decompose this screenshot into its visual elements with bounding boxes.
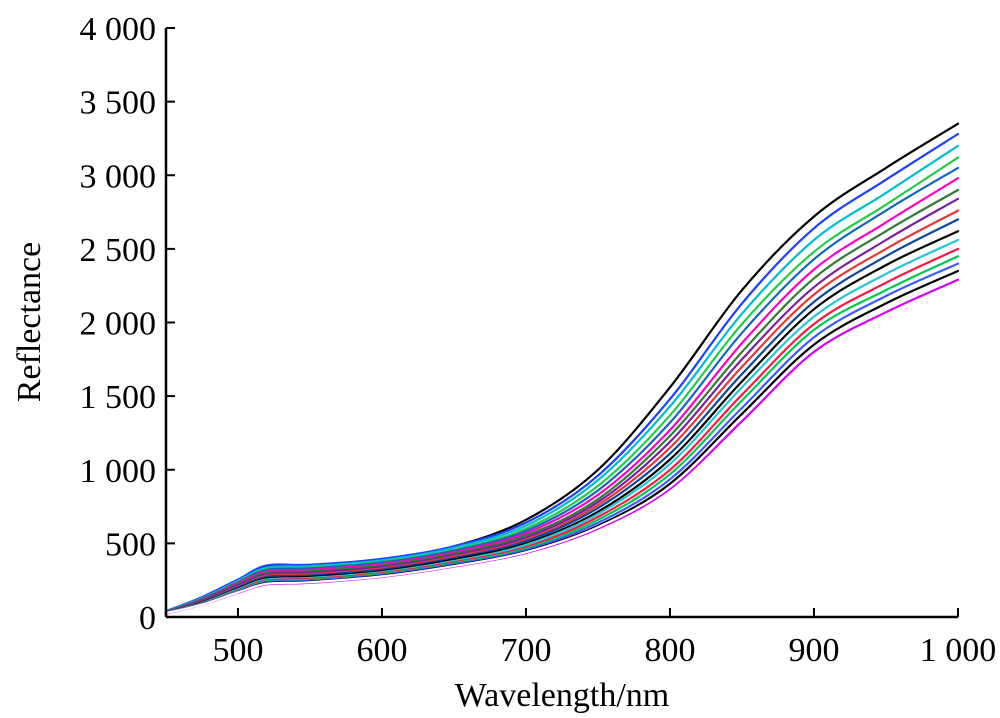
y-tick-label: 1 000: [80, 453, 157, 490]
series-line-4: [164, 156, 960, 613]
y-tick-label: 500: [105, 526, 156, 563]
x-tick-label: 600: [357, 632, 408, 669]
y-tick-label: 2 500: [80, 232, 157, 269]
y-tick-label: 1 500: [80, 379, 157, 416]
series-line-11: [164, 230, 960, 614]
series-line-9: [164, 209, 960, 614]
x-tick-label: 900: [789, 632, 840, 669]
y-tick-label: 4 000: [80, 11, 157, 48]
x-tick-label: 1 000: [920, 632, 997, 669]
x-tick-label: 800: [645, 632, 696, 669]
x-tick-label: 500: [213, 632, 264, 669]
x-tick-label: 700: [501, 632, 552, 669]
y-tick-label: 2 000: [80, 306, 157, 343]
series-line-6: [164, 177, 960, 614]
series-line-18: [164, 274, 960, 615]
series-line-13: [164, 247, 960, 615]
series-line-16: [164, 269, 960, 615]
x-axis-title: Wavelength/nm: [455, 677, 669, 714]
series-line-2: [164, 132, 960, 613]
x-axis-ticks: 500 600 700 800 900 1 000: [213, 608, 997, 669]
series-line-7: [164, 188, 960, 614]
series-layer: [164, 122, 960, 615]
y-axis-title: Reflectance: [11, 242, 48, 402]
series-line-17: [164, 278, 960, 615]
y-tick-label: 0: [139, 600, 156, 637]
series-line-15: [164, 262, 960, 615]
series-line-10: [164, 218, 960, 614]
series-line-14: [164, 255, 960, 615]
y-axis-ticks: 0 500 1 000 1 500 2 000 2 500 3 000 3 500 4 000: [80, 11, 175, 637]
y-tick-label: 3 000: [80, 158, 157, 195]
series-line-8: [164, 197, 960, 614]
series-line-12: [164, 238, 960, 614]
y-tick-label: 3 500: [80, 85, 157, 122]
